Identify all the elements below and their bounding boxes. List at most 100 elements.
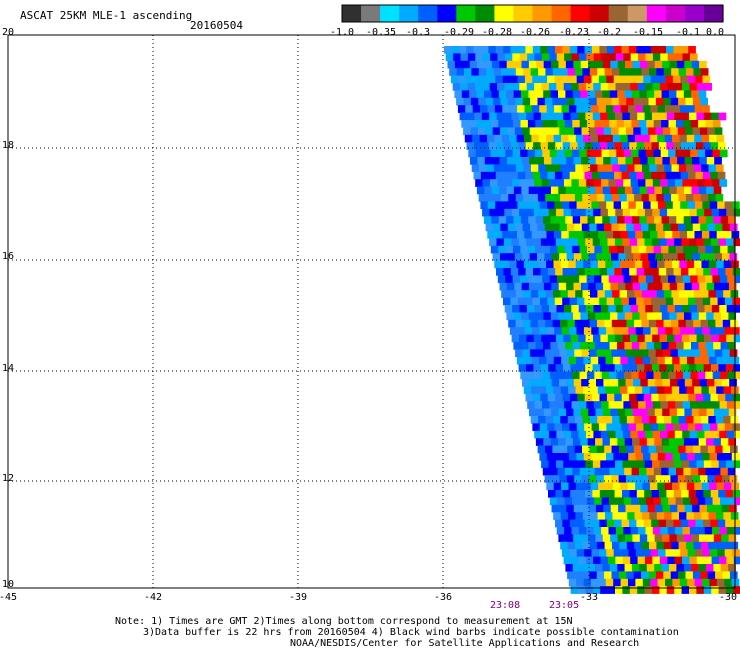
swath-cell [644, 238, 653, 247]
swath-cell [595, 534, 604, 543]
swath-cell [562, 171, 570, 180]
swath-cell [539, 356, 547, 365]
swath-cell [659, 334, 668, 343]
swath-cell [702, 453, 710, 461]
swath-cell [614, 393, 622, 402]
swath-cell [636, 297, 644, 306]
swath-cell [616, 371, 625, 380]
swath-cell [540, 393, 548, 402]
swath-cell [578, 586, 586, 594]
swath-cell [640, 157, 648, 165]
swath-cell [490, 149, 499, 158]
swath-cell [684, 504, 693, 513]
swath-cell [525, 393, 534, 402]
swath-cell [599, 423, 607, 432]
swath-cell [488, 46, 497, 54]
swath-cell [594, 216, 603, 224]
swath-cell [586, 149, 595, 158]
swath-cell [528, 90, 537, 99]
swath-cell [496, 208, 505, 217]
swath-cell [543, 90, 551, 99]
swath-cell [632, 60, 641, 69]
swath-cell [657, 482, 665, 491]
swath-cell [718, 142, 726, 150]
swath-cell [682, 149, 691, 158]
swath-cell [676, 60, 685, 69]
swath-cell [696, 556, 705, 565]
swath-cell [725, 393, 733, 402]
swath-cell [628, 297, 637, 306]
swath-cell [675, 120, 684, 128]
swath-cell [584, 423, 592, 432]
swath-cell [526, 334, 535, 343]
swath-cell [726, 527, 735, 535]
swath-cell [708, 290, 717, 298]
swath-cell [617, 342, 625, 350]
swath-cell [549, 275, 558, 284]
swath-cell [649, 482, 658, 491]
swath-cell [724, 453, 733, 461]
swath-cell [660, 53, 668, 62]
swath-cell [665, 578, 673, 587]
swath-cell [707, 445, 716, 454]
swath-cell [514, 282, 522, 291]
swath-cell [667, 430, 676, 439]
swath-cell [700, 194, 709, 202]
swath-cell [709, 201, 718, 210]
swath-cell [718, 460, 727, 469]
swath-cell [526, 208, 535, 217]
swath-cell [577, 268, 586, 276]
swath-cell [567, 290, 576, 298]
swath-cell [693, 194, 701, 202]
swath-cell [705, 120, 714, 128]
swath-cell [595, 60, 604, 69]
swath-cell [500, 97, 509, 106]
swath-cell [450, 75, 459, 84]
swath-cell [558, 157, 567, 165]
swath-cell [621, 549, 629, 557]
lat-lon-grid [8, 35, 735, 588]
swath-cell [496, 238, 505, 247]
swath-cell [674, 364, 682, 372]
swath-cell [647, 379, 656, 387]
colorbar-label: -0.26 [519, 27, 551, 38]
swath-cell [633, 253, 641, 261]
swath-cell [628, 327, 636, 335]
swath-cell [590, 290, 598, 298]
swath-cell [517, 171, 526, 180]
swath-cell [643, 46, 652, 54]
swath-cell [682, 401, 691, 409]
swath-cell [513, 120, 521, 128]
swath-cell [545, 416, 554, 424]
swath-cell [557, 342, 566, 350]
swath-cell [553, 482, 562, 491]
swath-cell [712, 120, 721, 128]
swath-cell [529, 379, 538, 387]
swath-cell [549, 305, 557, 313]
swath-cell [701, 260, 710, 269]
swath-cell [643, 171, 652, 180]
swath-cell [509, 105, 518, 113]
swath-cell [623, 305, 631, 313]
swath-cell [571, 305, 579, 313]
swath-cell [587, 312, 596, 321]
swath-cell [643, 453, 651, 461]
swath-cell [557, 371, 565, 380]
swath-cell [607, 490, 615, 498]
swath-cell [559, 253, 567, 261]
swath-cell [630, 401, 639, 409]
swath-cell [644, 364, 653, 372]
swath-cell [702, 578, 710, 587]
swath-cell [561, 327, 570, 335]
swath-cell [592, 268, 600, 276]
swath-cell [634, 386, 643, 395]
swath-cell [681, 586, 690, 594]
swath-cell [674, 334, 683, 343]
swath-cell [464, 68, 472, 76]
swath-cell [681, 490, 689, 498]
swath-cell [570, 364, 579, 372]
swath-cell [647, 186, 655, 195]
swath-cell [549, 401, 558, 409]
swath-cell [622, 364, 630, 372]
swath-cell [506, 216, 514, 224]
